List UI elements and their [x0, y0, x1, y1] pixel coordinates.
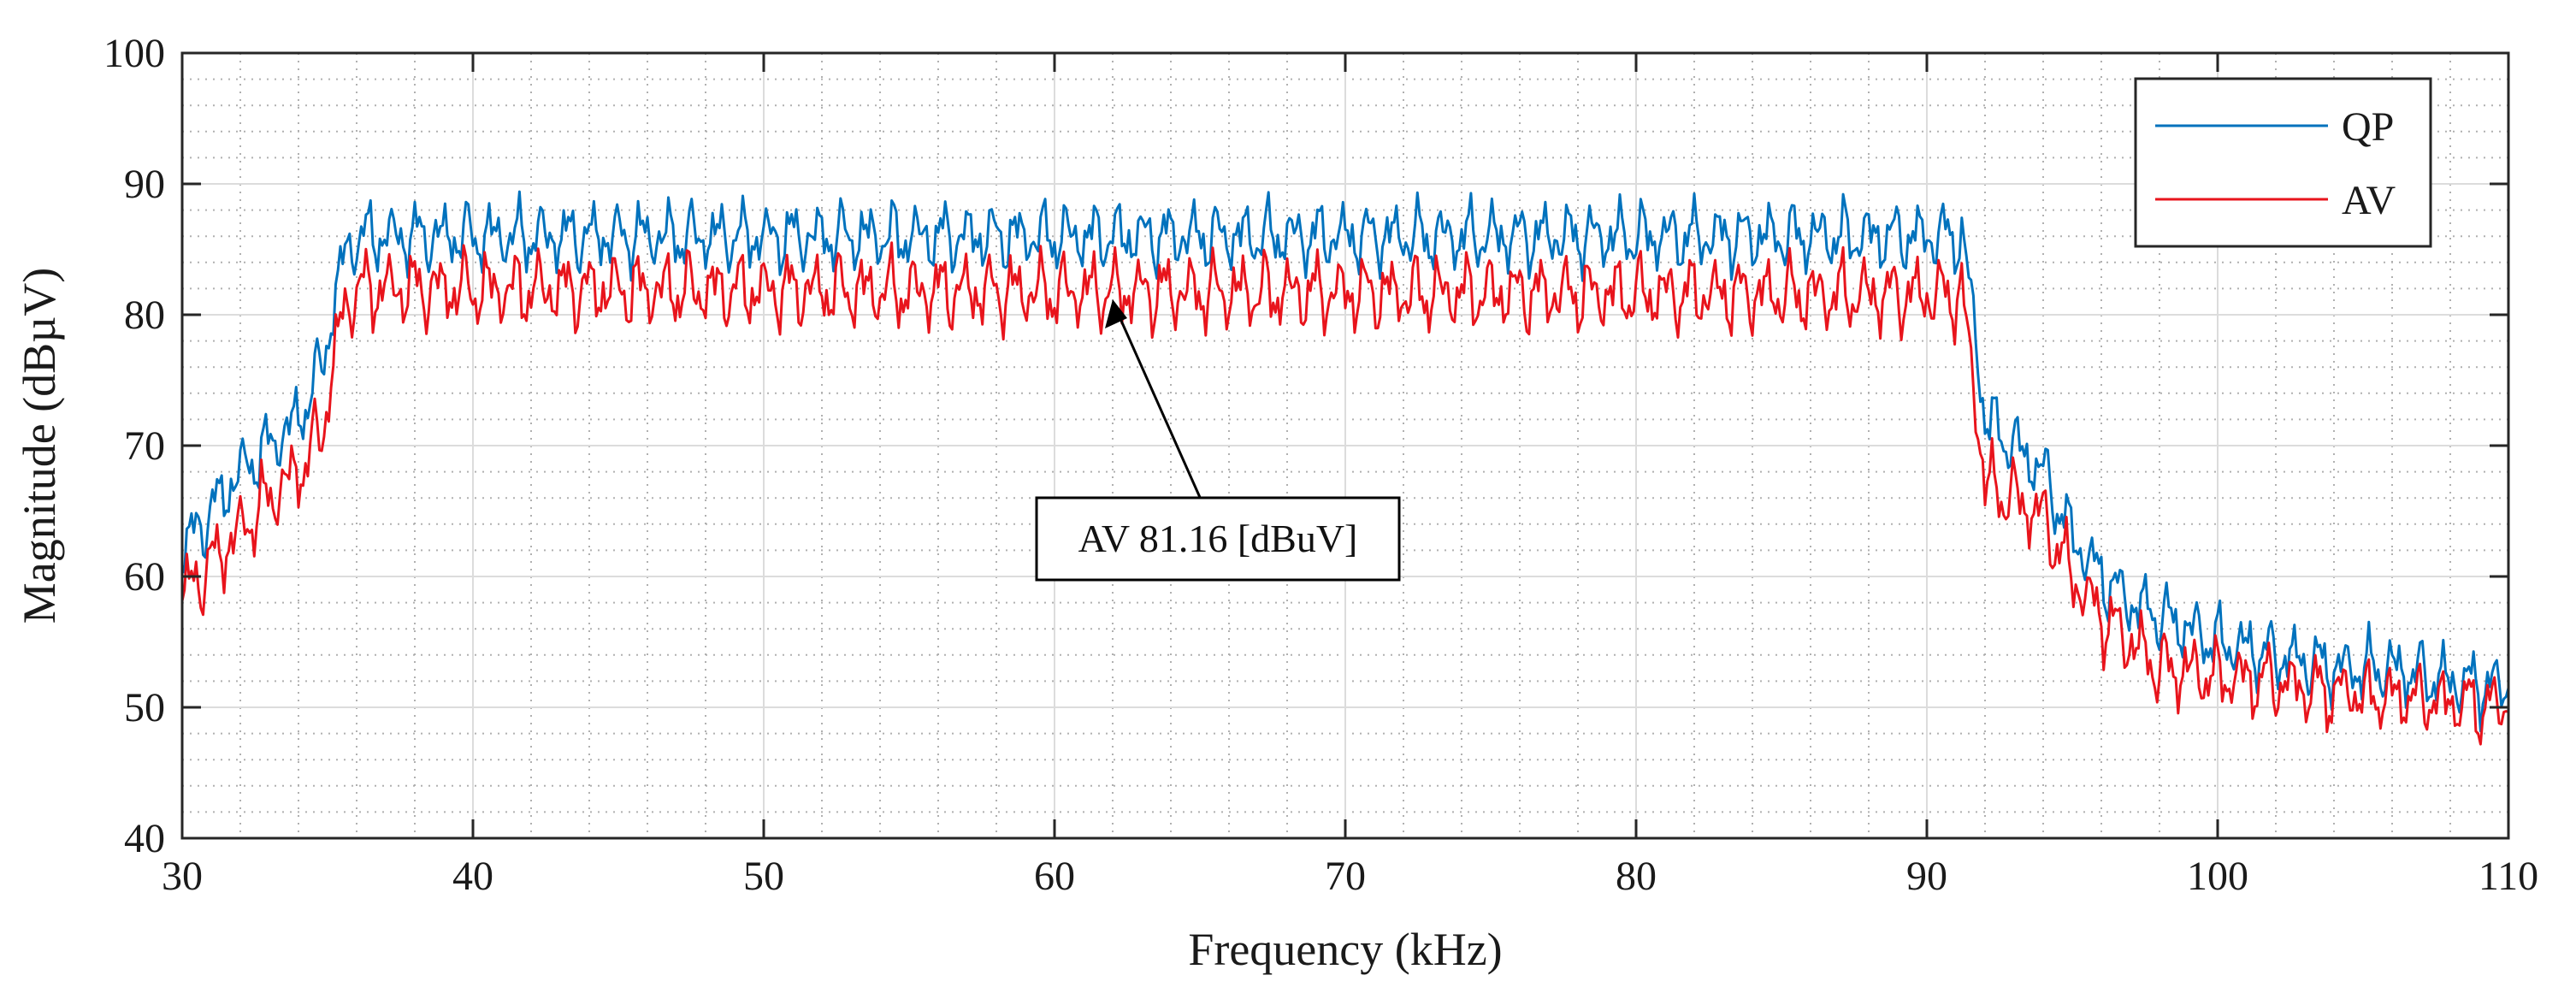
x-tick-label: 100 [2187, 854, 2248, 899]
y-tick-labels: 40 50 60 70 80 90 100 [103, 31, 165, 861]
x-tick-label: 50 [743, 854, 784, 899]
y-tick-label: 80 [124, 293, 165, 338]
series-line-av [180, 241, 2509, 746]
x-tick-label: 90 [1906, 854, 1947, 899]
y-tick-label: 60 [124, 554, 165, 600]
annotation-text: AV 81.16 [dBuV] [1078, 517, 1358, 560]
ticks [180, 51, 2510, 840]
y-axis-label: Magnitude (dBµV) [14, 268, 65, 624]
series-line-qp [180, 190, 2510, 733]
x-tick-label: 40 [452, 854, 493, 899]
x-tick-label: 70 [1325, 854, 1366, 899]
legend-label-av: AV [2342, 178, 2396, 223]
x-tick-label: 80 [1616, 854, 1657, 899]
x-tick-label: 110 [2479, 854, 2538, 899]
x-tick-label: 30 [162, 854, 203, 899]
series-layer [180, 190, 2510, 746]
legend: QP AV [2134, 77, 2432, 248]
x-axis-label: Frequency (kHz) [1188, 924, 1502, 975]
y-tick-label: 50 [124, 685, 165, 730]
y-tick-label: 40 [124, 816, 165, 861]
x-tick-labels: 30 40 50 60 70 80 90 100 110 [162, 854, 2538, 899]
plot-area [180, 51, 2510, 840]
x-tick-label: 60 [1034, 854, 1075, 899]
annotation: AV 81.16 [dBuV] [1035, 299, 1401, 582]
annotation-box [1035, 496, 1401, 582]
legend-label-qp: QP [2342, 104, 2394, 150]
annotation-arrow-line [1116, 312, 1203, 502]
annotation-arrow-head [1105, 299, 1127, 328]
y-tick-label: 100 [103, 31, 165, 76]
y-tick-label: 90 [124, 162, 165, 207]
legend-box [2134, 77, 2432, 248]
y-tick-label: 70 [124, 423, 165, 469]
